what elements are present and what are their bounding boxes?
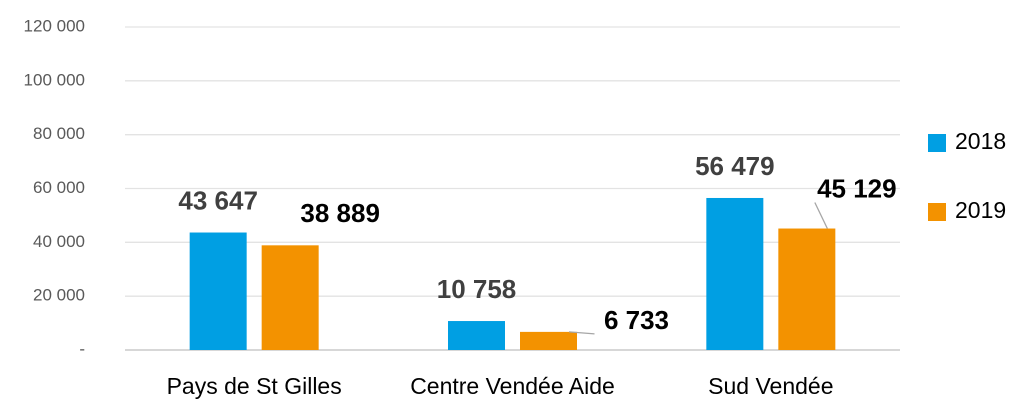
legend-swatch (928, 134, 946, 152)
value-label: 45 129 (817, 173, 897, 203)
x-tick-label: Sud Vendée (708, 373, 833, 399)
x-tick-label: Centre Vendée Aide (410, 373, 615, 399)
value-label: 56 479 (695, 151, 775, 181)
y-tick-label: 80 000 (33, 124, 85, 143)
bar (261, 245, 319, 350)
value-label: 38 889 (300, 198, 380, 228)
y-tick-label: - (79, 339, 85, 358)
y-tick-label: 120 000 (24, 16, 85, 35)
y-tick-label: 40 000 (33, 232, 85, 251)
y-tick-label: 100 000 (24, 70, 85, 89)
x-tick-label: Pays de St Gilles (167, 373, 342, 399)
legend-label: 2018 (955, 128, 1006, 154)
bar (520, 331, 577, 350)
leader-line (814, 202, 828, 229)
value-label: 10 758 (437, 274, 517, 304)
bar (448, 321, 505, 350)
value-label: 6 733 (604, 305, 669, 335)
y-tick-label: 20 000 (33, 286, 85, 305)
legend-swatch (928, 203, 946, 221)
bar (778, 228, 836, 350)
legend-label: 2019 (955, 197, 1006, 223)
leader-line (568, 331, 595, 335)
value-label: 43 647 (178, 185, 258, 215)
bar (706, 197, 764, 350)
bar (189, 232, 247, 350)
y-tick-label: 60 000 (33, 178, 85, 197)
